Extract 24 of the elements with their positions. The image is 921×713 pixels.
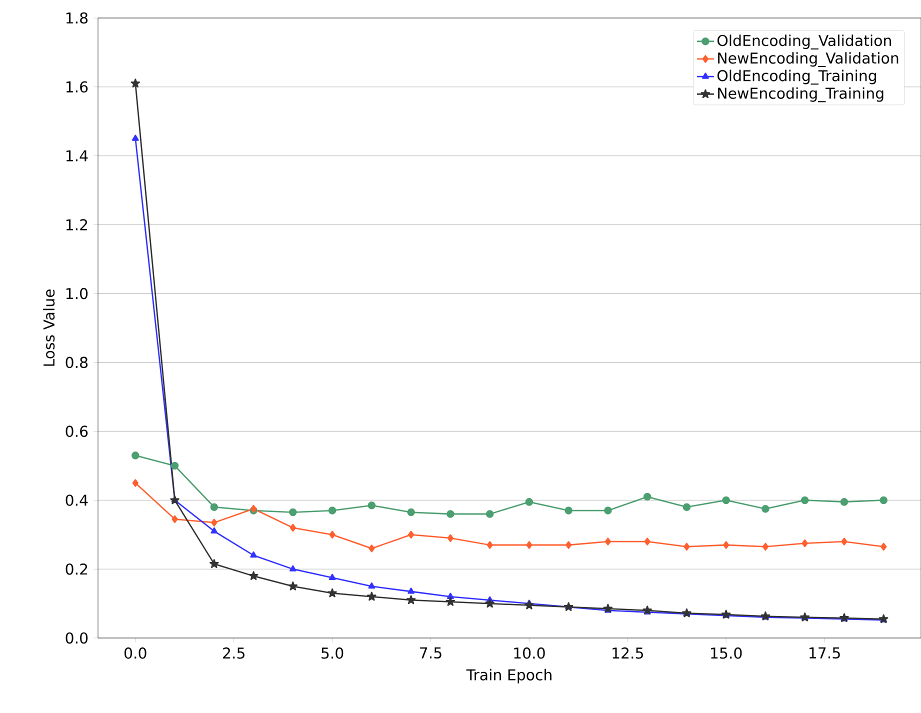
- y-tick-label: 1.4: [66, 150, 88, 162]
- x-tick-label: 7.5: [420, 647, 442, 659]
- y-tick-label: 0.0: [66, 632, 88, 644]
- x-tick-label: 5.0: [322, 647, 344, 659]
- x-tick-label: 0.0: [124, 647, 146, 659]
- y-tick-label: 0.4: [66, 494, 88, 506]
- y-tick-label: 1.6: [66, 81, 88, 93]
- x-tick-label: 2.5: [223, 647, 244, 659]
- legend-label: NewEncoding_Training: [718, 87, 884, 102]
- legend-label: NewEncoding_Validation: [718, 52, 898, 68]
- y-tick-label: 1.0: [66, 288, 88, 300]
- y-tick-label: 1.8: [66, 12, 88, 24]
- x-tick-label: 10.0: [514, 647, 545, 659]
- y-tick-label: 0.8: [66, 356, 88, 368]
- y-tick-label: 0.2: [66, 563, 88, 575]
- legend-label: OldEncoding_Validation: [717, 34, 891, 50]
- x-tick-label: 15.0: [711, 647, 742, 659]
- y-axis-title: Loss Value: [43, 290, 55, 366]
- y-tick-label: 1.2: [66, 219, 88, 230]
- legend-label: OldEncoding_Training: [717, 70, 876, 85]
- x-axis-title: Train Epoch: [466, 668, 552, 684]
- y-tick-label: 0.6: [66, 426, 88, 437]
- x-tick-label: 12.5: [612, 647, 643, 659]
- x-tick-label: 17.5: [810, 647, 840, 659]
